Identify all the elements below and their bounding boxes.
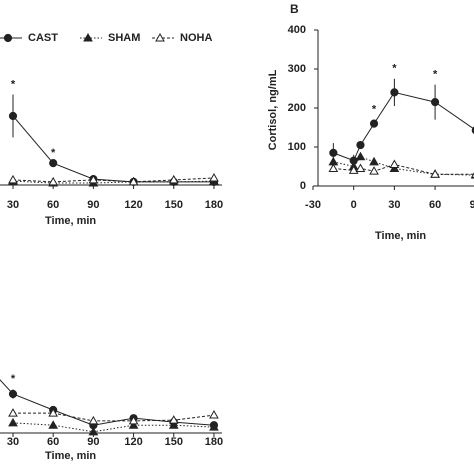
annotation: * — [372, 104, 377, 116]
marker — [168, 415, 179, 424]
y-tick-label: 100 — [288, 141, 306, 153]
marker — [328, 163, 339, 172]
x-axis-label: Time, min — [45, 215, 96, 227]
x-tick-label: 0 — [351, 199, 357, 211]
marker — [209, 422, 219, 431]
marker — [3, 33, 13, 43]
marker — [128, 176, 139, 186]
x-tick-label: 30 — [7, 199, 19, 211]
marker — [48, 176, 59, 186]
marker — [168, 420, 179, 429]
marker — [128, 420, 139, 429]
x-tick-label: 180 — [205, 199, 223, 211]
marker — [390, 88, 399, 97]
marker — [348, 165, 359, 174]
x-tick-label: 90 — [470, 199, 474, 211]
x-axis-label: Time, min — [45, 450, 96, 462]
marker — [369, 166, 379, 175]
x-tick-label: 60 — [429, 199, 441, 211]
marker — [168, 174, 179, 184]
y-axis-label: Cortisol, ng/mL — [267, 69, 279, 150]
x-tick-label: 60 — [47, 436, 59, 448]
marker — [356, 140, 365, 150]
marker — [49, 159, 58, 168]
x-tick-label: 30 — [388, 199, 400, 211]
marker — [83, 32, 93, 42]
marker — [209, 172, 219, 182]
marker — [430, 98, 440, 107]
marker — [48, 420, 59, 429]
x-tick-label: 30 — [7, 436, 19, 448]
marker — [8, 174, 18, 184]
marker — [88, 426, 99, 436]
panel-label: B — [290, 2, 299, 16]
x-tick-label: 120 — [124, 199, 142, 211]
marker — [88, 415, 99, 425]
marker — [209, 410, 219, 419]
marker — [128, 415, 139, 425]
x-tick-label: 90 — [87, 199, 99, 211]
y-tick-label: 400 — [288, 24, 306, 36]
series-line — [12, 115, 214, 183]
series-line — [12, 412, 215, 422]
series-line — [333, 91, 474, 162]
marker — [155, 32, 165, 42]
marker — [329, 148, 338, 157]
x-tick-label: -30 — [305, 199, 321, 211]
x-tick-label: 180 — [205, 436, 223, 448]
series-line — [0, 379, 214, 426]
y-tick-label: 200 — [288, 102, 306, 114]
marker — [430, 169, 440, 178]
marker — [389, 159, 400, 169]
legend-label: SHAM — [108, 32, 140, 44]
x-tick-label: 120 — [124, 436, 142, 448]
x-tick-label: 90 — [87, 436, 99, 448]
annotation: * — [51, 147, 56, 159]
marker — [48, 408, 59, 417]
series-line — [12, 422, 214, 433]
marker — [8, 389, 18, 399]
x-tick-label: 60 — [47, 199, 59, 211]
legend-label: CAST — [28, 32, 58, 44]
marker — [355, 163, 366, 172]
x-tick-label: 150 — [165, 199, 183, 211]
annotation: * — [392, 63, 397, 75]
y-tick-label: 300 — [288, 63, 306, 75]
marker — [369, 156, 379, 166]
marker — [88, 174, 99, 184]
x-axis-label: Time, min — [375, 230, 426, 242]
marker — [8, 417, 18, 427]
annotation: * — [433, 69, 438, 81]
series-line — [12, 177, 214, 183]
legend-label: NOHA — [180, 32, 212, 44]
y-tick-label: 0 — [300, 180, 306, 192]
marker — [369, 119, 379, 128]
annotation: * — [11, 78, 16, 90]
annotation: * — [11, 373, 16, 385]
x-tick-label: 150 — [165, 436, 183, 448]
marker — [8, 408, 18, 417]
marker — [355, 151, 366, 161]
marker — [8, 111, 18, 121]
